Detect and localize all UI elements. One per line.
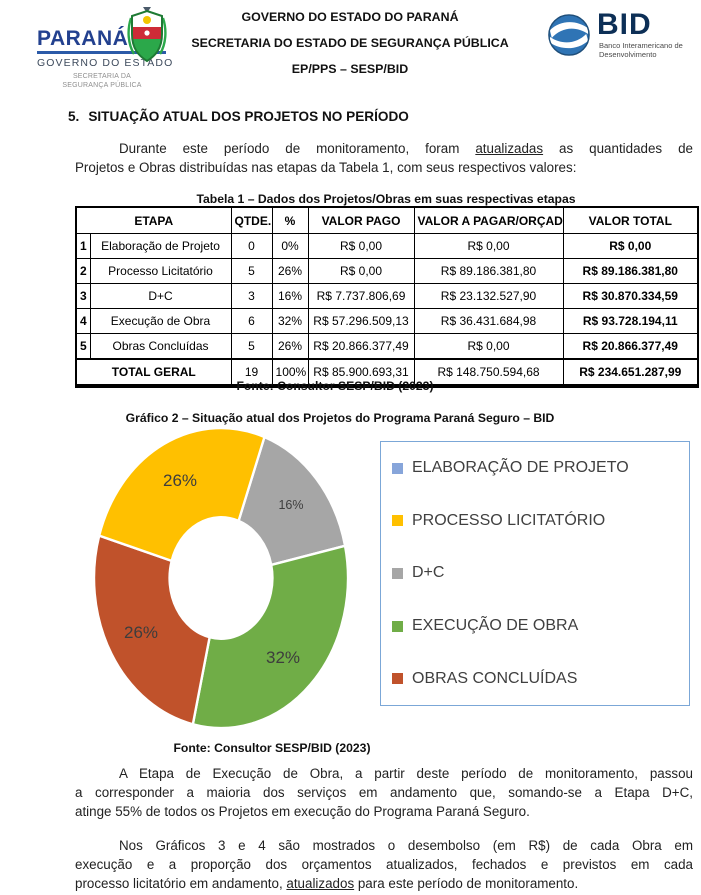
legend-swatch-icon bbox=[392, 567, 403, 579]
parana-logo-rule bbox=[37, 51, 166, 54]
section-number: 5. bbox=[68, 109, 80, 124]
donut-slice-execu-o-de-obra bbox=[193, 546, 348, 728]
table-row: 1 Elaboração de Projeto 0 0% R$ 0,00 R$ 0,00 R… bbox=[75, 233, 699, 259]
legend-item: PROCESSO LICITATÓRIO bbox=[381, 495, 689, 548]
parana-logo-title: PARANÁ bbox=[37, 27, 129, 50]
bid-logo-subtitle: Banco Interamericano de Desenvolvimento bbox=[599, 41, 683, 59]
slice-label-d-c: 16% bbox=[278, 498, 304, 512]
header-center-text: GOVERNO DO ESTADO DO PARANÁ SECRETARIA D… bbox=[190, 10, 510, 88]
paragraph-graficos: Nos Gráficos 3 e 4 são mostrados o desem… bbox=[75, 836, 693, 894]
table-total-row: TOTAL GERAL 19 100% R$ 85.900.693,31 R$ 148.… bbox=[75, 358, 699, 387]
legend-item: EXECUÇÃO DE OBRA bbox=[381, 600, 689, 653]
donut-slice-processo-licitat-rio bbox=[99, 428, 264, 561]
legend-label: D+C bbox=[412, 564, 445, 582]
paragraph-line: A Etapa de Execução de Obra, a partir de… bbox=[119, 766, 693, 781]
legend-swatch-icon bbox=[392, 673, 403, 685]
chart-legend: ELABORAÇÃO DE PROJETO PROCESSO LICITATÓRI… bbox=[380, 441, 690, 706]
col-header-pct: % bbox=[271, 206, 309, 234]
paragraph-line: Durante este período de monitoramento, f… bbox=[119, 141, 693, 156]
col-header-valor-total: VALOR TOTAL bbox=[562, 206, 699, 234]
paragraph-line: a corresponder a maioria dos serviços em… bbox=[75, 785, 693, 801]
section-title-text: SITUAÇÃO ATUAL DOS PROJETOS NO PERÍODO bbox=[88, 109, 409, 124]
paragraph-line: atinge 55% de todos os Projetos em execu… bbox=[75, 804, 530, 820]
legend-swatch-icon bbox=[392, 515, 403, 527]
table-row: 2 Processo Licitatório 5 26% R$ 0,00 R$ 89.18… bbox=[75, 258, 699, 284]
parana-logo-subtitle: GOVERNO DO ESTADO bbox=[37, 57, 174, 69]
table-row: 4 Execução de Obra 6 32% R$ 57.296.509,13 R$ … bbox=[75, 308, 699, 334]
col-header-valor-pago: VALOR PAGO bbox=[307, 206, 415, 234]
col-header-valor-a-pagar: VALOR A PAGAR/ORÇADO bbox=[413, 206, 564, 234]
legend-item: ELABORAÇÃO DE PROJETO bbox=[381, 442, 689, 495]
slice-label-processo-licitatorio: 26% bbox=[162, 471, 198, 490]
paragraph-line: Projetos e Obras distribuídas nas etapas… bbox=[75, 160, 577, 176]
slice-label-execucao-de-obra: 32% bbox=[265, 648, 301, 667]
legend-label: OBRAS CONCLUÍDAS bbox=[412, 669, 578, 687]
paragraph-line: Nos Gráficos 3 e 4 são mostrados o desem… bbox=[119, 838, 693, 853]
parana-coat-of-arms-icon bbox=[127, 7, 167, 63]
legend-swatch-icon bbox=[392, 620, 403, 632]
donut-slice-d-c bbox=[239, 437, 345, 565]
table-row: 3 D+C 3 16% R$ 7.737.806,69 R$ 23.132.527,90 R… bbox=[75, 283, 699, 309]
donut-slice-obras-conclu-das bbox=[94, 536, 210, 725]
legend-label: ELABORAÇÃO DE PROJETO bbox=[412, 459, 629, 477]
chart-title: Gráfico 2 – Situação atual dos Projetos … bbox=[125, 411, 555, 425]
header-line-secretaria: SECRETARIA DO ESTADO DE SEGURANÇA PÚBLIC… bbox=[191, 36, 509, 50]
parana-logo-department: SECRETARIA DA SEGURANÇA PÚBLICA bbox=[62, 73, 142, 89]
bid-globe-icon bbox=[548, 14, 590, 56]
legend-item: OBRAS CONCLUÍDAS bbox=[381, 652, 689, 705]
table-caption: Tabela 1 – Dados dos Projetos/Obras em s… bbox=[196, 192, 576, 206]
paragraph-intro: Durante este período de monitoramento, f… bbox=[75, 139, 693, 177]
col-header-etapa: ETAPA bbox=[75, 206, 232, 234]
donut-chart-svg bbox=[60, 420, 390, 740]
slice-label-obras-concluidas: 26% bbox=[123, 623, 159, 642]
legend-swatch-icon bbox=[392, 462, 403, 474]
col-header-qtde: QTDE. bbox=[230, 206, 273, 234]
header-line-governo: GOVERNO DO ESTADO DO PARANÁ bbox=[241, 10, 459, 24]
donut-chart: 26% 16% 32% 26% bbox=[60, 420, 390, 740]
bid-logo-title: BID bbox=[597, 8, 652, 41]
bid-bank-logo: BID Banco Interamericano de Desenvolvime… bbox=[545, 8, 697, 74]
legend-label: PROCESSO LICITATÓRIO bbox=[412, 511, 606, 529]
parana-government-logo: PARANÁ GOVERNO DO ESTADO SECRETARIA DA S… bbox=[35, 6, 211, 94]
paragraph-line: processo licitatório em andamento, atual… bbox=[75, 876, 579, 892]
table-source: Fonte: Consultor SESP/BID (2023) bbox=[236, 379, 434, 393]
header-line-ep-pps: EP/PPS – SESP/BID bbox=[291, 62, 409, 76]
section-title: 5. SITUAÇÃO ATUAL DOS PROJETOS NO PERÍODO bbox=[68, 109, 409, 124]
projects-table: ETAPA QTDE. % VALOR PAGO VALOR A PAGAR/O… bbox=[75, 206, 700, 388]
legend-label: EXECUÇÃO DE OBRA bbox=[412, 617, 579, 635]
table-row: 5 Obras Concluídas 5 26% R$ 20.866.377,49 R$ … bbox=[75, 333, 699, 360]
legend-item: D+C bbox=[381, 547, 689, 600]
paragraph-execucao: A Etapa de Execução de Obra, a partir de… bbox=[75, 764, 693, 822]
chart-source: Fonte: Consultor SESP/BID (2023) bbox=[173, 741, 371, 755]
paragraph-line: execução e a proporção dos orçamentos at… bbox=[75, 857, 693, 873]
table-header-row: ETAPA QTDE. % VALOR PAGO VALOR A PAGAR/O… bbox=[75, 206, 699, 234]
